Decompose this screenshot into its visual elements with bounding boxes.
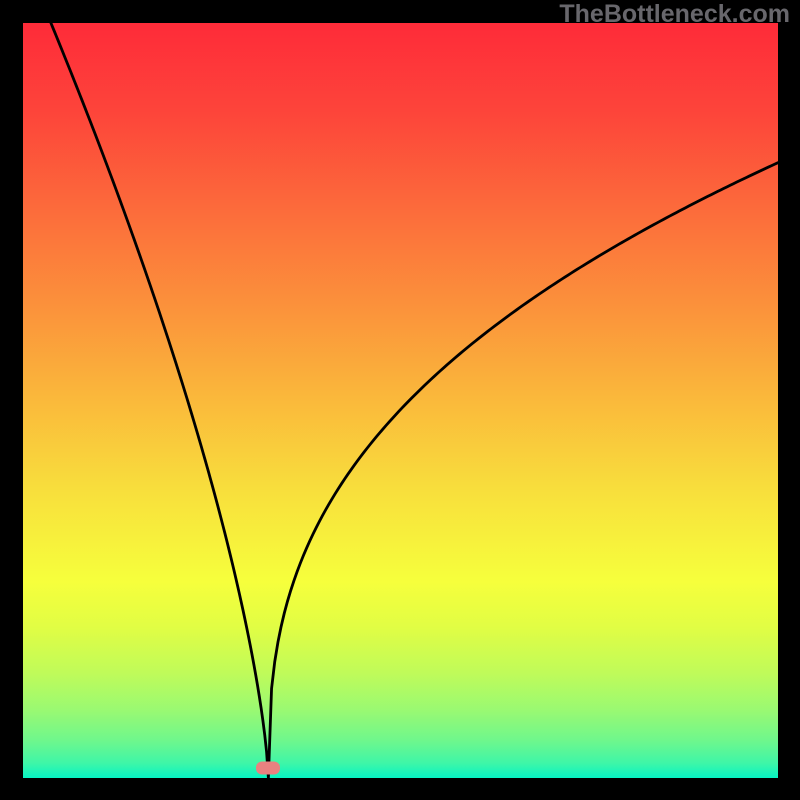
chart-svg <box>23 23 778 778</box>
watermark-text: TheBottleneck.com <box>559 0 790 29</box>
minimum-marker <box>256 762 280 775</box>
plot-area <box>23 23 778 778</box>
